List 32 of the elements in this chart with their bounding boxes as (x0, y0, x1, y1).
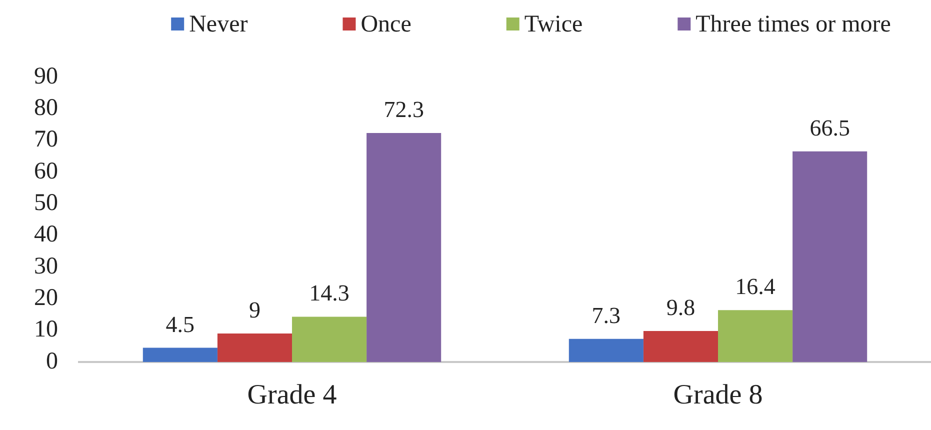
y-tick-label: 50 (34, 190, 58, 216)
data-label: 9.8 (666, 294, 696, 320)
y-tick-label: 10 (34, 316, 58, 343)
y-tick-label: 80 (34, 94, 58, 121)
bar (643, 330, 718, 362)
data-label: 72.3 (384, 97, 424, 122)
y-tick-label: 90 (34, 63, 58, 90)
data-label: 4.5 (166, 312, 195, 337)
y-tick-label: 40 (34, 222, 58, 248)
data-label: 16.4 (735, 274, 776, 300)
x-tick-label: Grade 8 (673, 379, 763, 410)
legend-label: Twice (524, 11, 583, 38)
bar (366, 133, 442, 362)
bar (792, 151, 868, 362)
bar (292, 316, 367, 362)
data-label: 7.3 (592, 302, 621, 328)
y-tick-label: 60 (34, 158, 58, 184)
bar (718, 310, 793, 362)
y-tick-label: 30 (34, 253, 58, 280)
legend-label: Once (360, 11, 412, 38)
bar (568, 338, 644, 362)
legend-label: Three times or more (696, 11, 891, 38)
y-tick-label: 70 (34, 126, 58, 153)
data-label: 14.3 (309, 280, 350, 306)
data-label: 66.5 (810, 115, 850, 140)
data-label: 9 (248, 298, 260, 322)
bar (217, 334, 292, 362)
y-tick-label: 20 (34, 284, 58, 311)
legend-label: Never (189, 11, 248, 38)
y-tick-label: 0 (46, 348, 58, 374)
x-tick-label: Grade 4 (247, 379, 337, 410)
bar (142, 348, 218, 362)
